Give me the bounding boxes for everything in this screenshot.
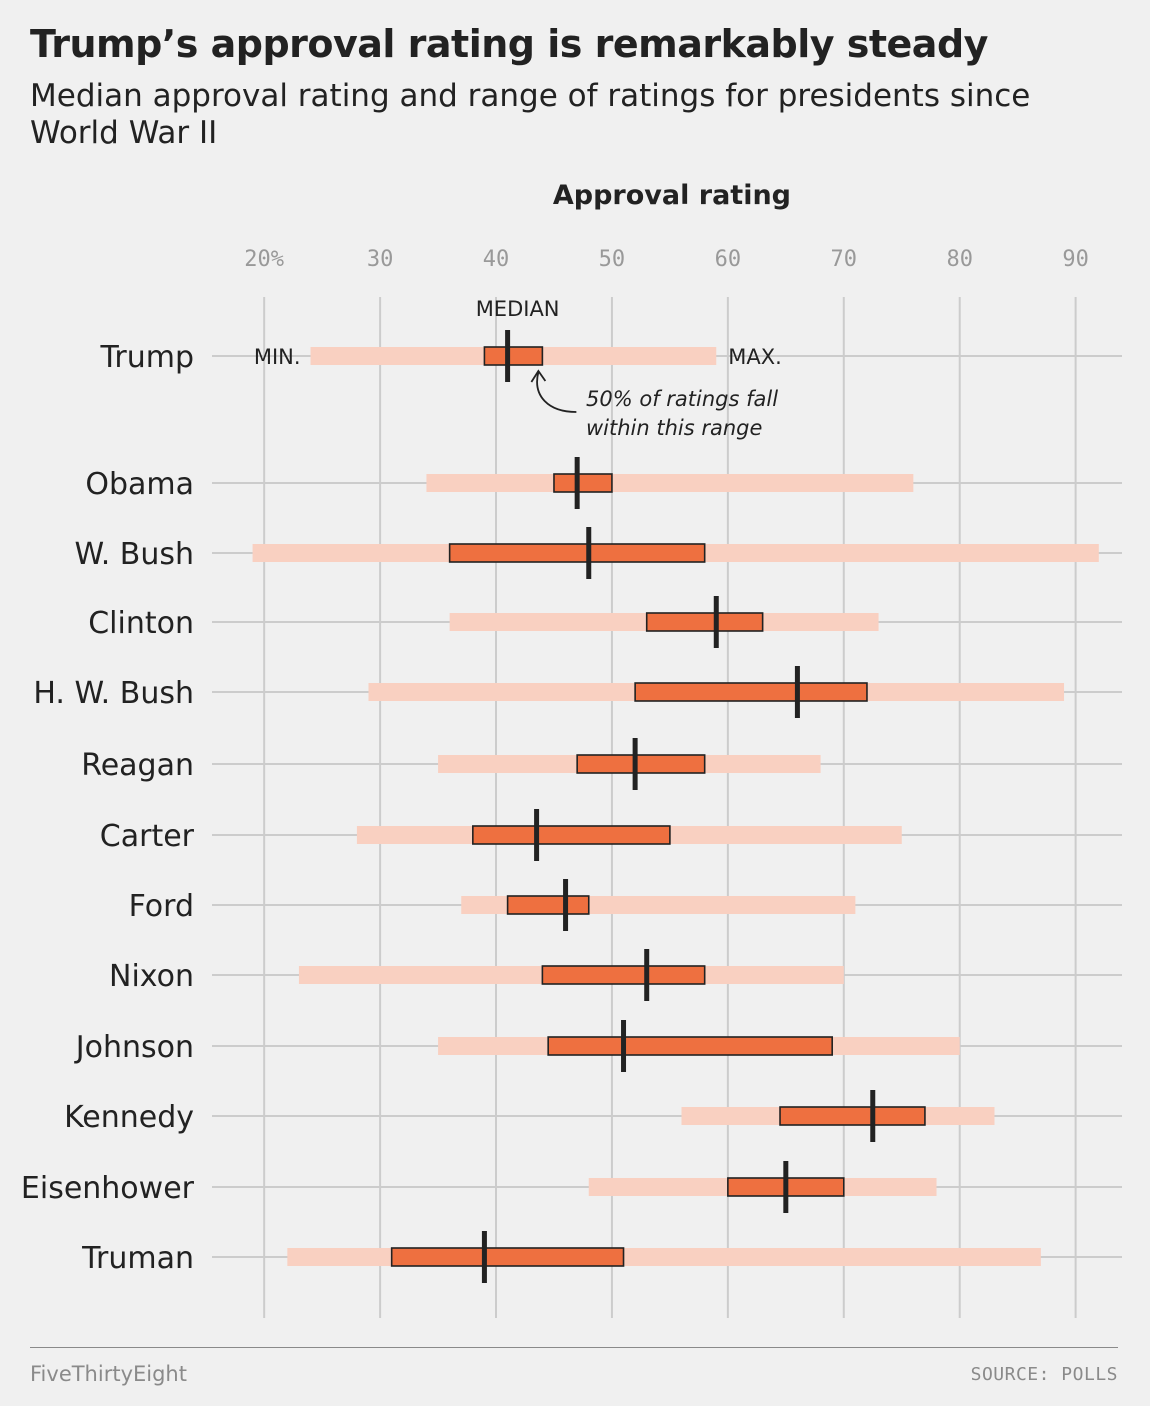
president-label-clinton: Clinton [88, 606, 194, 641]
median-annotation: MEDIAN [476, 297, 560, 321]
president-label-obama: Obama [85, 467, 194, 502]
iqr-box-kennedy [779, 1106, 926, 1126]
president-label-kennedy: Kennedy [64, 1100, 194, 1135]
approval-range-chart: Approval rating 20% 30 40 50 60 70 80 90 Trump Ob… [21, 180, 1122, 1318]
median-mark-trump [505, 330, 511, 382]
iqr-box-carter [472, 825, 671, 845]
annotations: MEDIAN MIN. MAX. 50% of ratings fall within … [254, 297, 782, 440]
chart-subtitle: Median approval rating and range of rati… [30, 78, 1031, 151]
iqr-arrow-head [530, 369, 547, 383]
median-mark-nixon [644, 949, 650, 1001]
median-mark-h-w-bush [794, 666, 800, 718]
x-tick-label-50: 50 [599, 247, 626, 272]
chart-title: Trump’s approval rating is remarkably st… [30, 22, 988, 66]
president-label-w-bush: W. Bush [74, 537, 194, 572]
median-mark-johnson [621, 1020, 627, 1072]
x-tick-label-70: 70 [831, 247, 858, 272]
median-mark-obama [574, 457, 580, 509]
president-label-truman: Truman [81, 1241, 194, 1276]
president-rows: Trump Obama W. Bush Clinton H. W. Bush Reagan… [21, 330, 1099, 1283]
iqr-box-johnson [547, 1036, 833, 1056]
iqr-box-obama [553, 473, 613, 493]
iqr-arrow-curve [536, 371, 577, 413]
range-bar-obama [426, 474, 914, 492]
president-label-h-w-bush: H. W. Bush [33, 676, 194, 711]
x-tick-label-40: 40 [483, 247, 510, 272]
president-label-eisenhower: Eisenhower [21, 1171, 195, 1206]
iqr-box-reagan [576, 754, 706, 774]
president-label-johnson: Johnson [74, 1030, 194, 1065]
median-mark-clinton [713, 596, 719, 648]
iqr-annotation-line2: within this range [586, 416, 762, 440]
iqr-box-truman [390, 1247, 625, 1267]
iqr-box-trump [483, 346, 544, 366]
president-label-carter: Carter [100, 819, 195, 854]
median-mark-reagan [632, 738, 638, 790]
x-tick-label-90: 90 [1062, 247, 1089, 272]
max-annotation: MAX. [728, 345, 782, 369]
median-mark-ford [563, 879, 569, 931]
president-label-nixon: Nixon [109, 959, 194, 994]
x-tick-label-80: 80 [946, 247, 973, 272]
iqr-box-nixon [541, 965, 706, 985]
x-tick-label-20: 20% [244, 247, 284, 272]
iqr-box-clinton [645, 612, 764, 632]
brand-label: FiveThirtyEight [30, 1362, 187, 1386]
median-mark-eisenhower [783, 1161, 789, 1213]
footer-divider [30, 1347, 1118, 1348]
iqr-box-w-bush [448, 543, 706, 563]
source-label: SOURCE: POLLS [970, 1364, 1118, 1385]
median-mark-w-bush [586, 527, 592, 579]
median-mark-truman [481, 1231, 487, 1283]
min-annotation: MIN. [254, 345, 301, 369]
median-mark-kennedy [870, 1090, 876, 1142]
x-tick-label-60: 60 [715, 247, 742, 272]
president-label-trump: Trump [99, 340, 194, 375]
president-label-reagan: Reagan [81, 748, 194, 783]
x-tick-label-30: 30 [367, 247, 394, 272]
iqr-annotation-line1: 50% of ratings fall [586, 387, 778, 411]
president-label-ford: Ford [129, 889, 194, 924]
x-axis-title: Approval rating [553, 180, 791, 211]
median-mark-carter [534, 809, 540, 861]
iqr-box-ford [506, 895, 590, 915]
iqr-box-h-w-bush [634, 682, 868, 702]
